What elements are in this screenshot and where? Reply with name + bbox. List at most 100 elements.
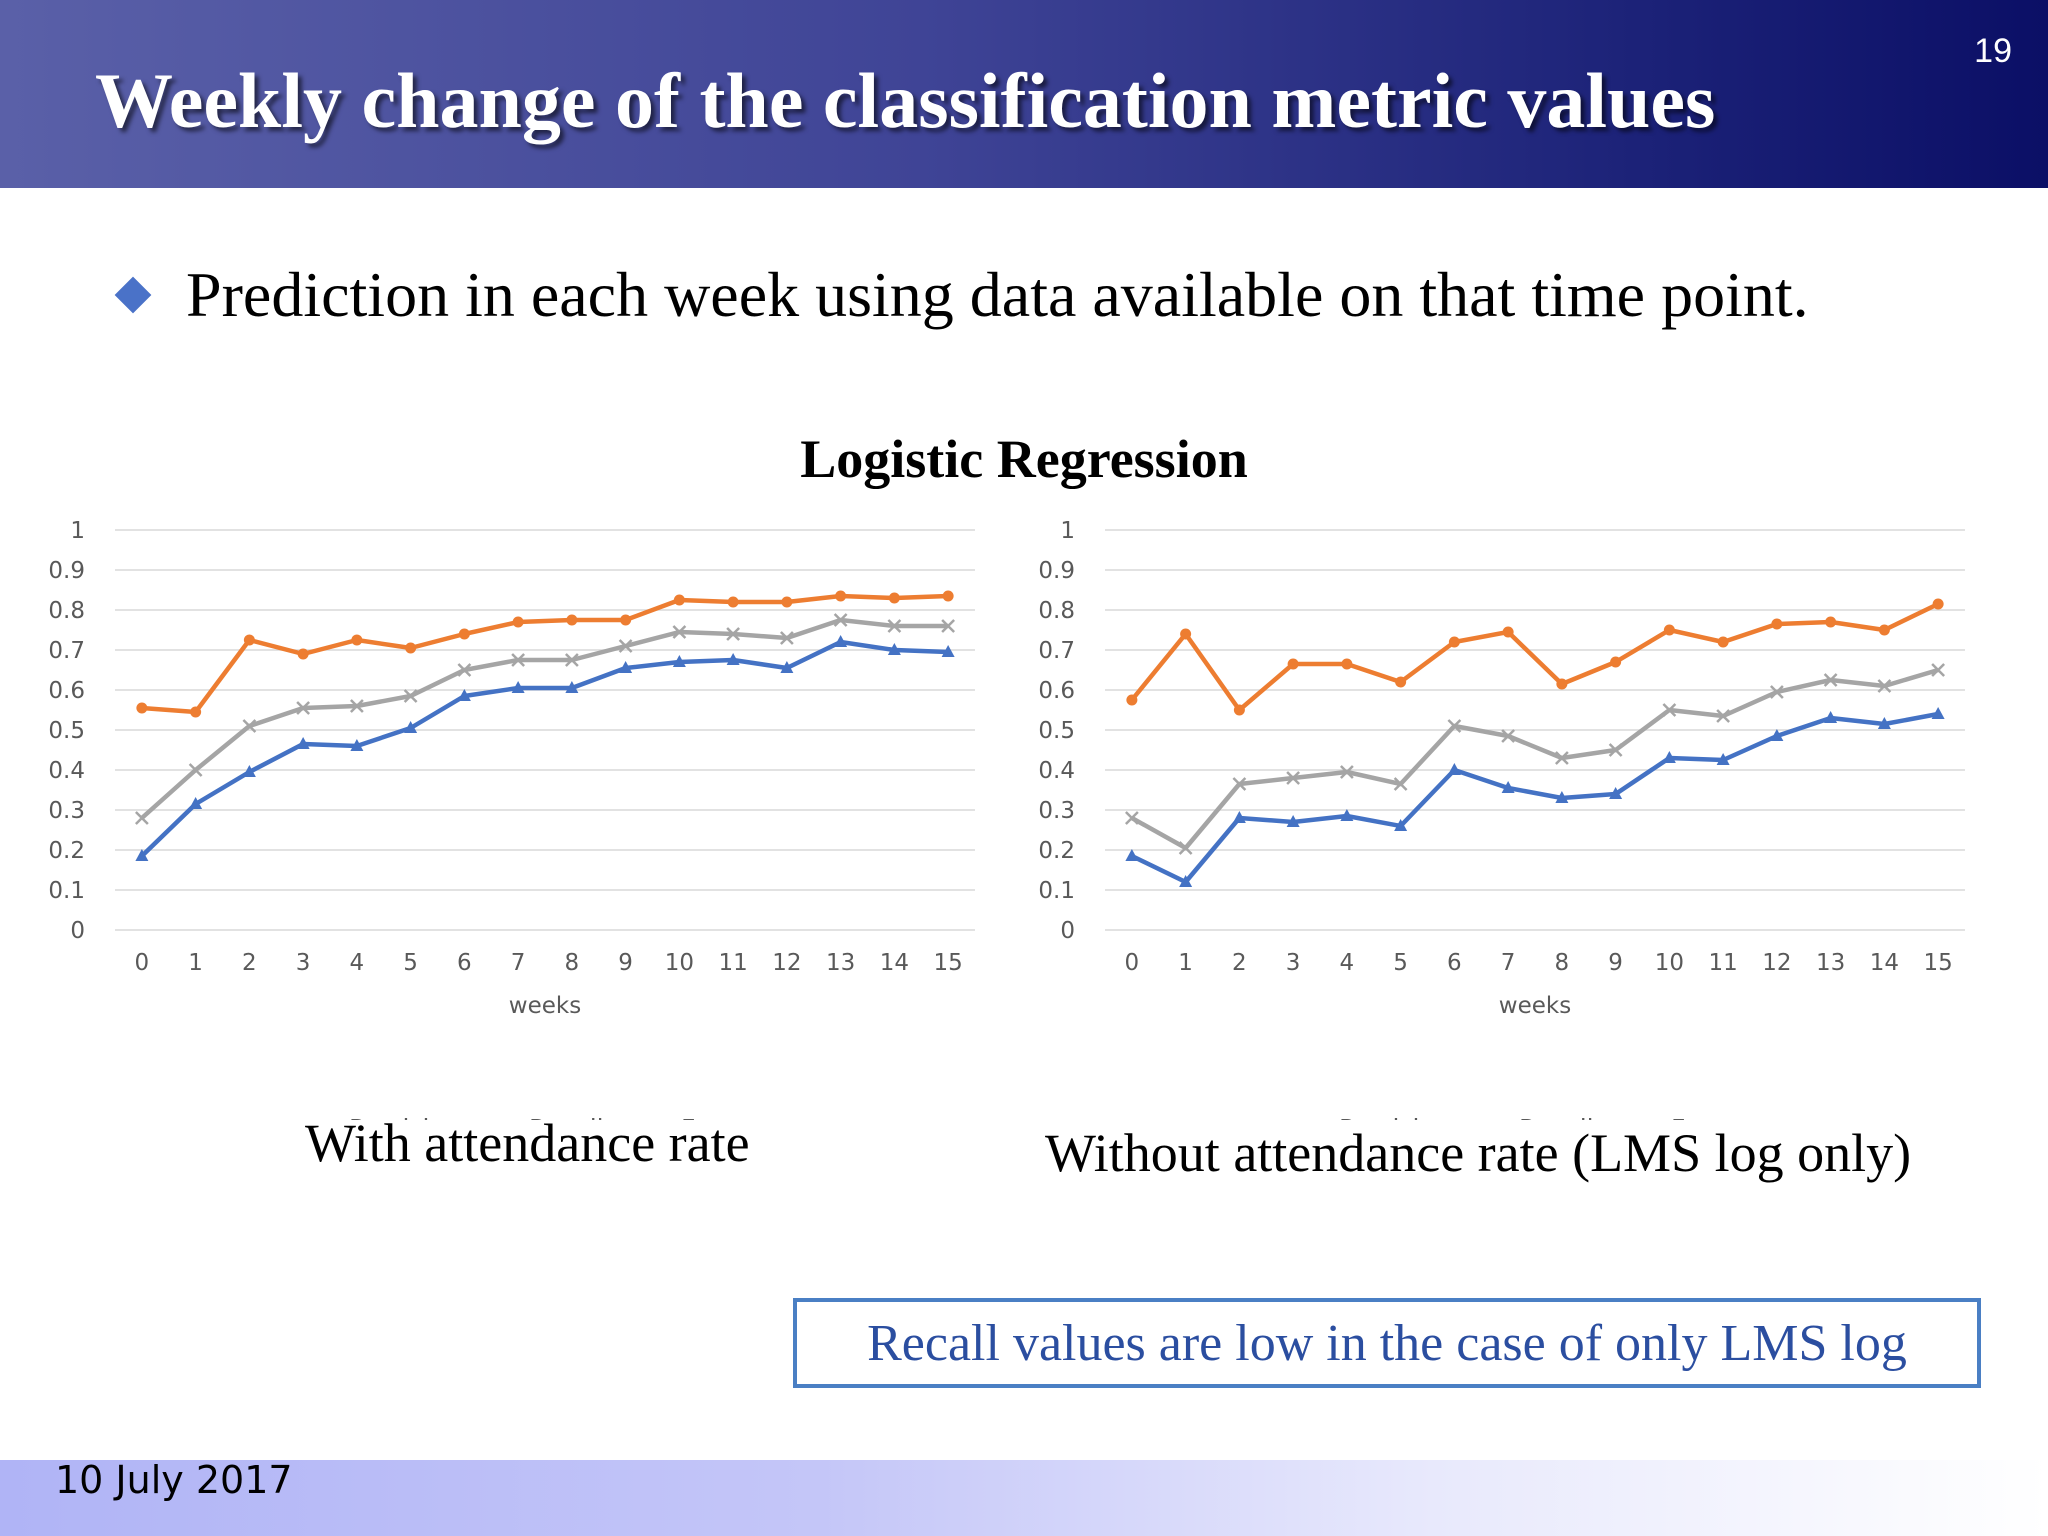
chart2-precision-point (1341, 658, 1353, 670)
chart2-x-tick-label: 4 (1340, 950, 1355, 976)
chart1-fmeasure-point (672, 625, 687, 639)
chart2-x-tick-label: 0 (1125, 950, 1140, 976)
chart2-precision-point (1395, 676, 1407, 688)
chart1-precision-point (458, 628, 470, 640)
chart1-fmeasure-point (618, 639, 633, 653)
chart2-fmeasure-point (1286, 771, 1301, 785)
chart-with-attendance-svg: 00.10.20.30.40.50.60.70.80.910 1 2 3 4 5 6 7 8 9 1… (48, 518, 975, 1120)
footer-date: 10 July 2017 (55, 1458, 293, 1502)
chart2-recall-point (1447, 763, 1461, 775)
chart1-precision-point (781, 596, 793, 608)
chart1-x-tick-label: 11 (718, 950, 747, 976)
slide-title: Weekly change of the classification metr… (95, 57, 1716, 144)
chart2-recall-point (1125, 849, 1139, 861)
chart2-precision-series (1126, 598, 1944, 716)
chart2-precision-point (1771, 618, 1783, 630)
chart1-fmeasure-point (941, 619, 956, 633)
chart1-fmeasure-point (887, 619, 902, 633)
note-text: Recall values are low in the case of onl… (867, 1314, 1907, 1372)
chart1-fmeasure-line (140, 617, 949, 820)
chart1-y-tick-label: 0.1 (48, 878, 85, 904)
chart2-recall-point (1340, 809, 1354, 821)
chart1-x-tick-label: 2 (242, 950, 257, 976)
chart1-precision-point (512, 616, 524, 628)
chart2-precision-point (1878, 624, 1890, 636)
chart1-precision-point (405, 642, 417, 654)
chart1-x-tick-label: 4 (350, 950, 365, 976)
chart2-x-tick-label: 2 (1232, 950, 1247, 976)
chart1-precision-point (190, 706, 202, 718)
chart2-fmeasure-point (1716, 709, 1731, 723)
chart2-x-tick-label: 15 (1923, 950, 1952, 976)
chart1-y-tick-label: 1 (70, 518, 85, 544)
chart1-recall-point (726, 653, 740, 665)
chart1-legend-recall-label: Recall (529, 1114, 604, 1120)
chart1-precision-point (243, 634, 255, 646)
chart2-fmeasure-point (1823, 673, 1838, 687)
chart2-legend-fmeasure-label: Fmeasure (1671, 1114, 1794, 1120)
chart1-x-tick-label: 0 (135, 950, 150, 976)
chart2-y-tick-label: 0.5 (1038, 718, 1075, 744)
chart2-x-tick-label: 8 (1555, 950, 1570, 976)
chart2-precision-point (1287, 658, 1299, 670)
chart1-legend-precision: Precision (349, 1114, 461, 1120)
chart2-fmeasure-series (1124, 663, 1946, 855)
chart1-fmeasure-point (403, 689, 418, 703)
chart2-recall-point (1394, 819, 1408, 831)
chart1-x-tick-label: 12 (772, 950, 801, 976)
chart2-y-tick-label: 0.9 (1038, 558, 1075, 584)
chart1-fmeasure-point (833, 613, 848, 627)
chart1-precision-line (141, 593, 949, 715)
chart1-precision-point (297, 648, 309, 660)
chart1-y-tick-label: 0.6 (48, 678, 85, 704)
chart2-y-tick-label: 1 (1060, 518, 1075, 544)
chart1-recall-point (672, 655, 686, 667)
chart1-precision-point (673, 594, 685, 606)
chart2-recall-series (1125, 707, 1945, 887)
chart1-x-tick-label: 13 (826, 950, 855, 976)
chart2-precision-point (1233, 704, 1245, 716)
chart2-fmeasure-point (1232, 777, 1247, 791)
chart2-recall-point (1609, 787, 1623, 799)
chart1-legend-fmeasure-label: Fmeasure (681, 1114, 804, 1120)
chart2-legend-precision-label: Precision (1339, 1114, 1451, 1120)
chart1-precision-point (835, 590, 847, 602)
chart2-recall-point (1286, 815, 1300, 827)
chart1-y-tick-label: 0.9 (48, 558, 85, 584)
chart1-recall-point (189, 797, 203, 809)
chart2-x-tick-label: 10 (1655, 950, 1684, 976)
chart1-recall-point (350, 739, 364, 751)
chart1-recall-point (242, 765, 256, 777)
chart1-fmeasure-point (349, 699, 364, 713)
chart2-x-tick-label: 11 (1708, 950, 1737, 976)
chart2-legend-recall-label: Recall (1519, 1114, 1594, 1120)
chart2-y-tick-label: 0.7 (1038, 638, 1075, 664)
chart2-recall-point (1877, 717, 1891, 729)
chart1-y-tick-label: 0.4 (48, 758, 85, 784)
chart1-x-tick-label: 1 (188, 950, 203, 976)
chart2-x-axis-label: weeks (1499, 993, 1571, 1019)
chart2-recall-line (1130, 711, 1939, 885)
chart2-precision-point (1556, 678, 1568, 690)
chart2-x-tick-label: 1 (1178, 950, 1193, 976)
chart1-fmeasure-point (296, 701, 311, 715)
bullet-text: Prediction in each week using data avail… (186, 259, 1809, 330)
caption-without-attendance: Without attendance rate (LMS log only) (1045, 1123, 1912, 1183)
chart2-recall-point (1770, 729, 1784, 741)
title-bar (0, 0, 2048, 188)
chart1-fmeasure-point (134, 811, 149, 825)
diamond-bullet-icon (114, 276, 152, 314)
chart2-y-tick-label: 0.8 (1038, 598, 1075, 624)
chart1-recall-point (780, 661, 794, 673)
chart2-fmeasure-point (1931, 663, 1946, 677)
chart2-x-tick-label: 6 (1447, 950, 1462, 976)
chart1-fmeasure-point (726, 627, 741, 641)
chart1-x-tick-label: 8 (565, 950, 580, 976)
footer-bar (0, 1460, 2048, 1536)
chart1-recall-point (565, 681, 579, 693)
chart1-precision-point (351, 634, 363, 646)
chart1-precision-point (942, 590, 954, 602)
chart2-precision-point (1932, 598, 1944, 610)
chart2-x-tick-label: 3 (1286, 950, 1301, 976)
caption-with-attendance: With attendance rate (305, 1113, 750, 1173)
